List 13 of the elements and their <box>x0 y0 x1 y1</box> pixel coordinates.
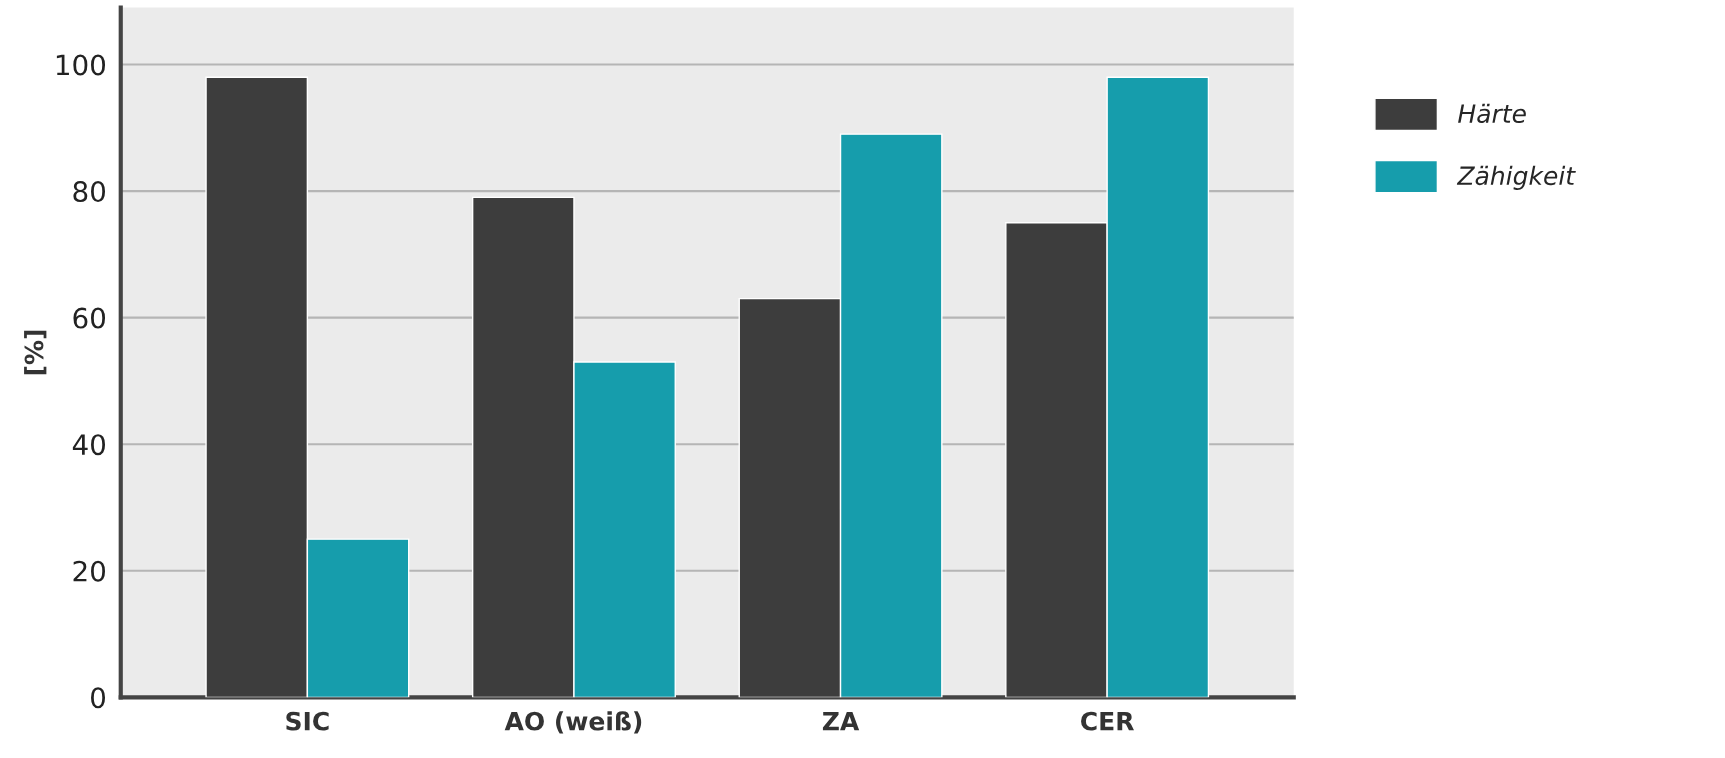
y-tick-label: 20 <box>73 560 106 582</box>
y-tick-label: 100 <box>56 54 106 76</box>
legend-label: Zähigkeit <box>1456 165 1576 190</box>
y-tick-label: 40 <box>72 434 106 456</box>
x-tick-label: AO (weiß) <box>504 711 642 734</box>
legend-label: Härte <box>1458 103 1526 124</box>
x-tick-label: CER <box>1081 711 1134 731</box>
y-tick-label: 80 <box>73 181 106 203</box>
y-tick-label: 60 <box>73 307 106 329</box>
x-tick-label: ZA <box>822 712 860 731</box>
y-axis-title: [%] <box>24 330 47 375</box>
y-tick-label: 0 <box>91 687 106 709</box>
x-tick-label: SIC <box>286 711 329 731</box>
